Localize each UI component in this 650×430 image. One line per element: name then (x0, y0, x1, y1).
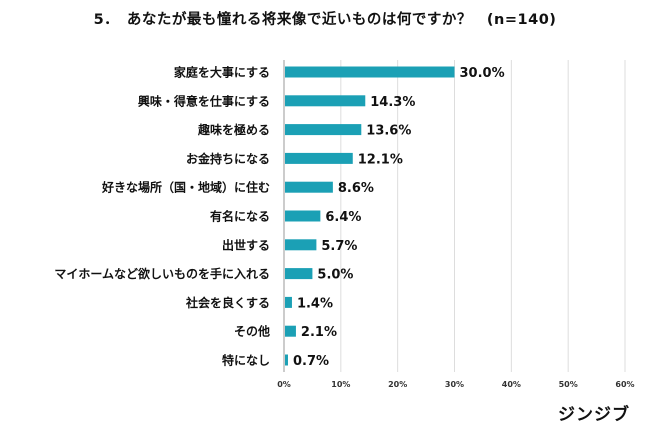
data-label: 2.1% (301, 325, 337, 340)
x-tick-label: 40% (502, 380, 521, 389)
category-label: 興味・得意を仕事にする (138, 93, 270, 108)
category-label: お金持ちになる (186, 151, 270, 166)
bar (285, 354, 288, 366)
data-label: 12.1% (358, 152, 403, 167)
bar (285, 268, 313, 280)
bar (285, 325, 296, 337)
category-label: その他 (234, 324, 270, 339)
bar (285, 152, 353, 164)
data-label: 0.7% (293, 354, 329, 369)
category-label: 社会を良くする (185, 295, 270, 310)
category-label: 好きな場所（国・地域）に住む (101, 180, 270, 195)
bar (285, 210, 321, 222)
category-label: 出世する (222, 237, 270, 252)
brand-logo: ジンジブ (558, 405, 630, 425)
chart-title: 5． あなたが最も憧れる将来像で近いものは何ですか？ (n=140) (93, 12, 557, 28)
data-label: 14.3% (370, 95, 415, 110)
bar (285, 95, 366, 107)
category-label: 有名になる (210, 209, 270, 224)
bar (285, 66, 455, 78)
gridlines (283, 60, 626, 372)
bar (285, 296, 292, 308)
data-label: 5.0% (317, 268, 353, 283)
x-tick-label: 20% (388, 380, 407, 389)
data-label: 13.6% (366, 124, 411, 139)
data-label: 1.4% (297, 296, 333, 311)
category-label: 趣味を極める (197, 122, 270, 137)
category-label: 家庭を大事にする (174, 65, 270, 80)
x-tick-label: 0% (277, 380, 291, 389)
x-tick-label: 10% (331, 380, 350, 389)
labels: 0% 10% 20% 30% 40% 50% 60% 家庭を大事にする 30.0% 興味・得意を仕… (54, 65, 634, 390)
data-label: 30.0% (460, 66, 505, 81)
data-label: 8.6% (338, 181, 374, 196)
category-label: マイホームなど欲しいものを手に入れる (54, 266, 270, 281)
bar (285, 124, 362, 136)
data-label: 5.7% (321, 239, 357, 254)
category-label: 特になし (222, 353, 270, 368)
x-tick-label: 30% (445, 380, 464, 389)
bar (285, 239, 317, 251)
x-tick-label: 60% (615, 380, 634, 389)
x-tick-label: 50% (559, 380, 578, 389)
data-label: 6.4% (325, 210, 361, 225)
bars (285, 66, 455, 366)
bar (285, 181, 333, 193)
